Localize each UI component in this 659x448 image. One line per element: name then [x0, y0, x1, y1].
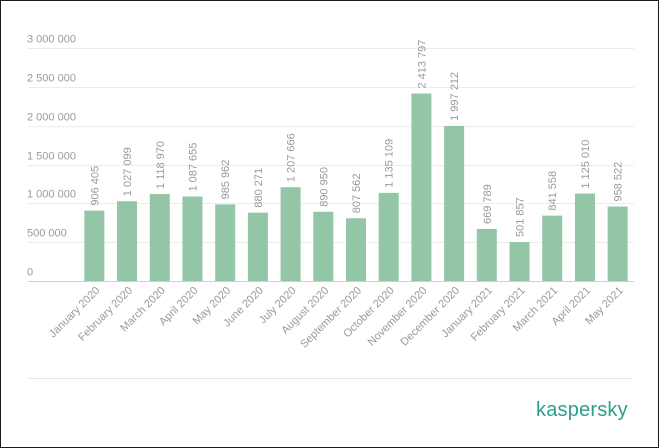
y-axis-tick-labels: 0 500 000 1 000 000 1 500 000 2 000 000 2 500… [27, 34, 76, 279]
y-tick-label: 1 000 000 [27, 189, 76, 201]
y-tick-label: 2 500 000 [27, 73, 76, 85]
bar [476, 228, 497, 281]
bar [411, 93, 432, 281]
value-label: 1 087 655 [187, 143, 199, 192]
value-label: 958 522 [613, 162, 625, 202]
bottom-divider [28, 378, 633, 379]
x-tick-label: December 2020 [398, 285, 462, 349]
y-tick-label: 3 000 000 [27, 34, 76, 46]
bar [149, 194, 170, 281]
bar [84, 210, 105, 281]
value-label: 1 118 970 [155, 141, 167, 189]
value-label: 1 135 109 [384, 139, 396, 188]
value-label: 1 997 212 [449, 72, 461, 121]
value-label: 841 558 [547, 171, 559, 211]
value-label: 906 405 [89, 166, 101, 206]
bar [542, 215, 563, 281]
value-label: 880 271 [253, 168, 265, 208]
kaspersky-logo: kaspersky [536, 399, 628, 421]
y-tick-label: 1 500 000 [27, 151, 76, 163]
value-label: 985 962 [220, 160, 232, 200]
bar [247, 212, 268, 281]
value-label: 669 789 [482, 184, 494, 224]
value-label: 1 027 099 [122, 147, 134, 196]
bar [346, 218, 366, 281]
value-label: 807 562 [351, 174, 363, 214]
bar [280, 187, 301, 281]
y-tick-label: 0 [27, 267, 33, 279]
bar [574, 193, 595, 281]
value-label: 501 857 [515, 197, 527, 237]
bar [444, 125, 465, 281]
bar [509, 242, 530, 281]
value-labels: 906 405 1 027 099 1 118 970 1 087 655 985 96… [89, 40, 624, 237]
y-tick-label: 500 000 [27, 228, 67, 240]
bar [182, 196, 203, 281]
bar [378, 192, 399, 281]
value-label: 1 207 666 [286, 133, 298, 182]
value-label: 1 125 010 [580, 140, 592, 189]
x-tick-label: November 2020 [366, 285, 430, 349]
value-label: 890 950 [318, 167, 330, 207]
bars [84, 93, 628, 281]
bar [117, 201, 138, 281]
bar [607, 206, 628, 281]
value-label: 2 413 797 [416, 40, 428, 89]
bar [215, 204, 236, 281]
y-tick-label: 2 000 000 [27, 112, 76, 124]
bar [313, 211, 334, 281]
